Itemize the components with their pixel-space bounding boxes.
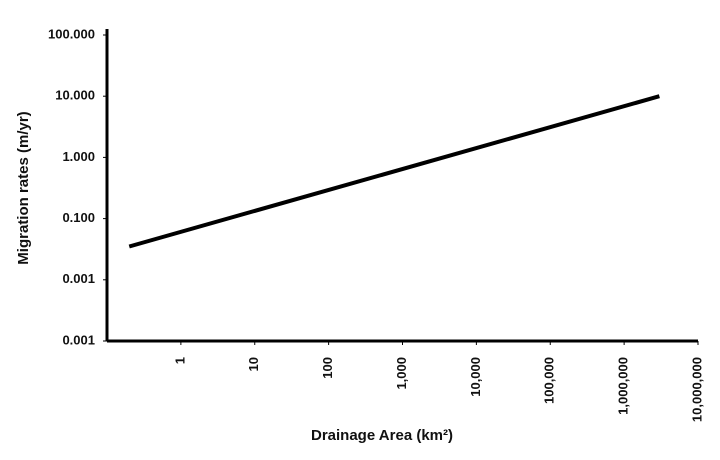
x-tick-label: 1,000 <box>394 357 409 390</box>
y-tick-label: 0.001 <box>62 332 95 347</box>
y-tick-label: 0.100 <box>62 210 95 225</box>
x-tick-label: 1,000,000 <box>616 357 631 415</box>
y-tick-label: 1.000 <box>62 149 95 164</box>
data-line <box>128 94 660 249</box>
y-axis-label: Migration rates (m/yr) <box>15 111 32 264</box>
y-tick-label: 0.001 <box>62 271 95 286</box>
x-tick-label: 1 <box>172 357 187 364</box>
x-tick-label: 10 <box>246 357 261 371</box>
y-tick-label: 10.000 <box>55 88 95 103</box>
x-tick-label: 10,000 <box>468 357 483 397</box>
x-axis-label: Drainage Area (km²) <box>311 427 453 444</box>
x-tick-label: 10,000,000 <box>689 357 704 422</box>
x-tick-label: 100,000 <box>542 357 557 404</box>
x-tick-label: 100 <box>320 357 335 379</box>
y-tick-label: 100.000 <box>48 26 95 41</box>
